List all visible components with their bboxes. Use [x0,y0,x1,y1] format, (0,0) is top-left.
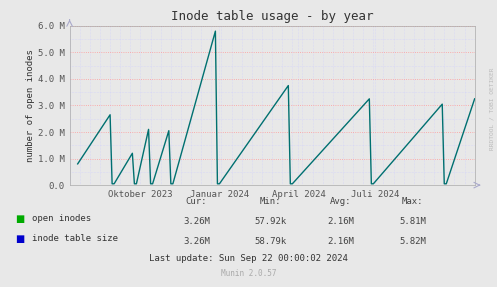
Text: 5.81M: 5.81M [399,217,426,226]
Text: Min:: Min: [260,197,282,205]
Text: Cur:: Cur: [185,197,207,205]
Text: Avg:: Avg: [330,197,351,205]
Text: ■: ■ [15,214,24,224]
Text: RRDTOOL / TOBI OETIKER: RRDTOOL / TOBI OETIKER [490,68,495,150]
Text: 2.16M: 2.16M [327,217,354,226]
Text: Munin 2.0.57: Munin 2.0.57 [221,269,276,278]
Text: 2.16M: 2.16M [327,237,354,246]
Text: Max:: Max: [402,197,423,205]
Text: 3.26M: 3.26M [183,217,210,226]
Text: ■: ■ [15,234,24,244]
Text: open inodes: open inodes [32,214,91,223]
Text: 57.92k: 57.92k [255,217,287,226]
Title: Inode table usage - by year: Inode table usage - by year [171,10,373,23]
Text: Last update: Sun Sep 22 00:00:02 2024: Last update: Sun Sep 22 00:00:02 2024 [149,254,348,263]
Text: 58.79k: 58.79k [255,237,287,246]
Text: 3.26M: 3.26M [183,237,210,246]
Text: 5.82M: 5.82M [399,237,426,246]
Text: inode table size: inode table size [32,234,118,243]
Y-axis label: number of open inodes: number of open inodes [26,49,35,162]
